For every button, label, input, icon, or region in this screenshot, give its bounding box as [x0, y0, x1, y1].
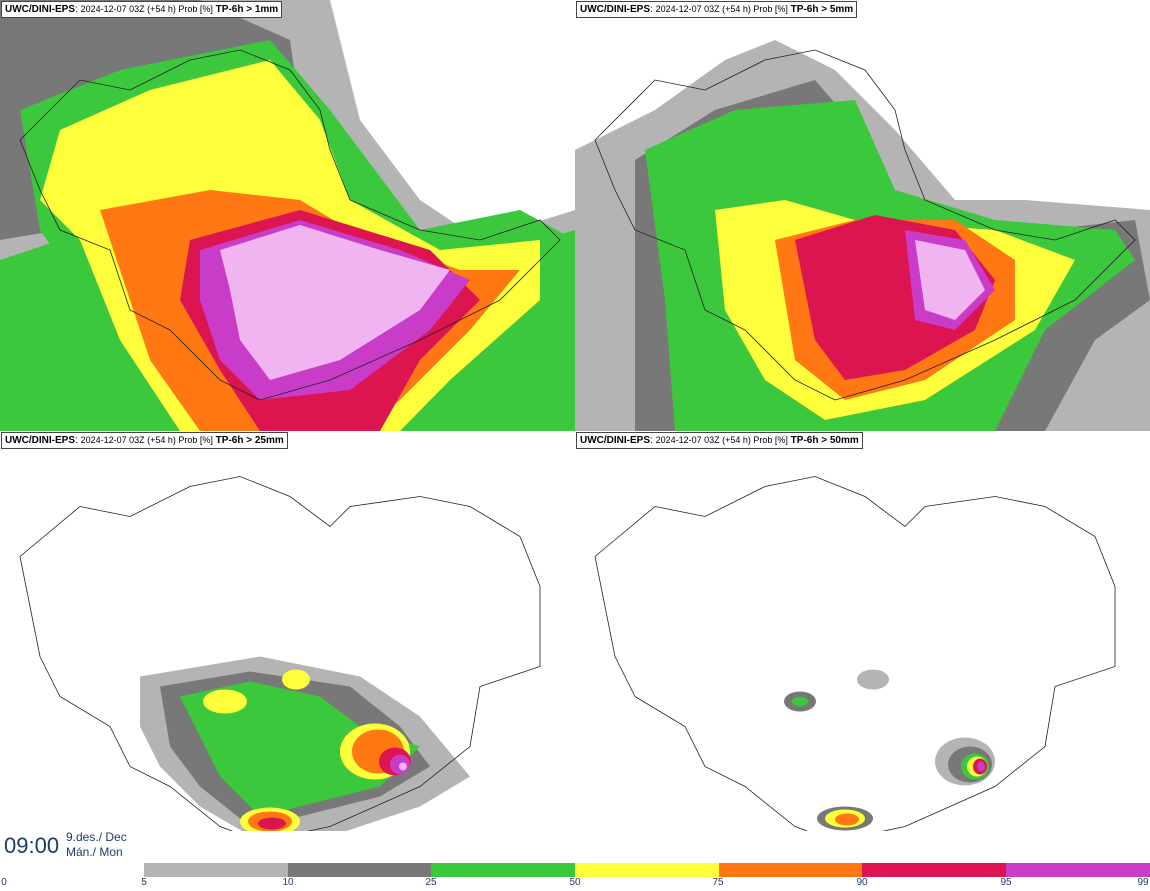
panel-title-25mm: UWC/DINI-EPS: 2024-12-07 03Z (+54 h) Pro… — [1, 432, 288, 449]
legend-tick: 50 — [569, 877, 581, 888]
legend-tick: 75 — [712, 877, 724, 888]
legend-swatch-25-50 — [431, 863, 575, 877]
legend-swatch-95-99 — [1006, 863, 1150, 877]
legend-swatch-50-75 — [575, 863, 719, 877]
threshold-label: TP-6h > 50mm — [790, 435, 859, 446]
panel-title-5mm: UWC/DINI-EPS: 2024-12-07 03Z (+54 h) Pro… — [576, 1, 858, 18]
model-label: UWC/DINI-EPS — [5, 4, 75, 15]
legend-tick: 25 — [425, 877, 437, 888]
run-meta: 2024-12-07 03Z (+54 h) Prob [%] — [655, 4, 788, 14]
valid-date: 9.des./ Dec Mán./ Mon — [66, 830, 127, 860]
valid-time: 09:00 — [4, 833, 60, 858]
legend-tick: 10 — [282, 877, 294, 888]
legend-swatch-5-10 — [144, 863, 288, 877]
legend-swatch-10-25 — [288, 863, 431, 877]
legend-swatch-75-90 — [719, 863, 862, 877]
probability-map-25mm — [0, 446, 575, 831]
legend-tick: 95 — [1000, 877, 1012, 888]
valid-date-line2: Mán./ Mon — [66, 845, 123, 859]
model-label: UWC/DINI-EPS — [5, 435, 75, 446]
map-panel-50mm: UWC/DINI-EPS: 2024-12-07 03Z (+54 h) Pro… — [575, 431, 1150, 831]
model-label: UWC/DINI-EPS — [580, 4, 650, 15]
legend-swatch-90-95 — [862, 863, 1006, 877]
probability-map-5mm — [575, 0, 1150, 431]
run-meta: 2024-12-07 03Z (+54 h) Prob [%] — [655, 435, 788, 445]
panel-title-50mm: UWC/DINI-EPS: 2024-12-07 03Z (+54 h) Pro… — [576, 432, 863, 449]
run-meta: 2024-12-07 03Z (+54 h) Prob [%] — [80, 4, 213, 14]
valid-time-box: 09:00 9.des./ Dec Mán./ Mon — [0, 826, 140, 866]
legend-tick: 5 — [141, 877, 147, 888]
run-meta: 2024-12-07 03Z (+54 h) Prob [%] — [80, 435, 213, 445]
legend-tick: 99 — [1137, 877, 1149, 888]
threshold-label: TP-6h > 25mm — [215, 435, 284, 446]
legend-ticks: 0 5 10 25 50 75 90 95 99 — [0, 877, 1150, 891]
valid-date-line1: 9.des./ Dec — [66, 830, 127, 844]
probability-map-1mm — [0, 0, 575, 431]
map-panel-5mm: UWC/DINI-EPS: 2024-12-07 03Z (+54 h) Pro… — [575, 0, 1150, 431]
legend-tick: 90 — [856, 877, 868, 888]
threshold-label: TP-6h > 5mm — [790, 4, 854, 15]
panel-title-1mm: UWC/DINI-EPS: 2024-12-07 03Z (+54 h) Pro… — [1, 1, 283, 18]
probability-map-50mm — [575, 446, 1150, 831]
threshold-label: TP-6h > 1mm — [215, 4, 279, 15]
legend-tick: 0 — [1, 877, 7, 888]
map-panel-1mm: UWC/DINI-EPS: 2024-12-07 03Z (+54 h) Pro… — [0, 0, 575, 431]
map-panel-25mm: UWC/DINI-EPS: 2024-12-07 03Z (+54 h) Pro… — [0, 431, 575, 831]
legend-colorbar — [144, 863, 1150, 877]
model-label: UWC/DINI-EPS — [580, 435, 650, 446]
